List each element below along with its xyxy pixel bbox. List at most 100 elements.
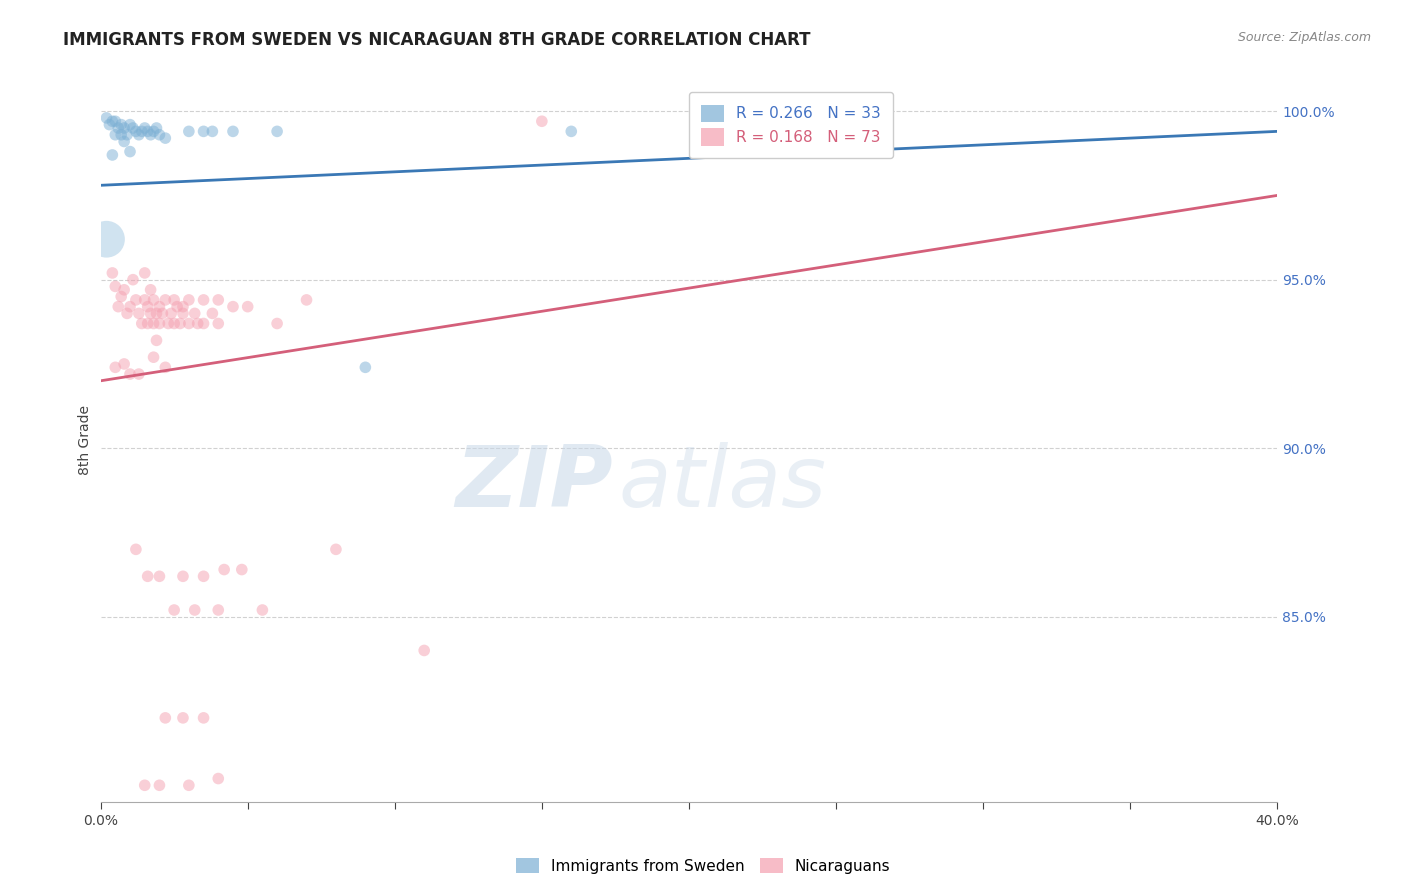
Point <box>98 118 121 132</box>
Point <box>187 317 209 331</box>
Point <box>107 300 129 314</box>
Text: ZIP: ZIP <box>454 442 613 524</box>
Point <box>236 300 259 314</box>
Point <box>101 114 124 128</box>
Point <box>163 293 186 307</box>
Text: Source: ZipAtlas.com: Source: ZipAtlas.com <box>1237 31 1371 45</box>
Point <box>136 124 159 138</box>
Point <box>201 306 224 320</box>
Point <box>128 367 150 381</box>
Point <box>155 711 177 725</box>
Legend: Immigrants from Sweden, Nicaraguans: Immigrants from Sweden, Nicaraguans <box>509 852 897 880</box>
Point <box>104 279 127 293</box>
Point <box>155 131 177 145</box>
Point <box>155 360 177 375</box>
Point <box>177 124 200 138</box>
Point <box>107 120 129 135</box>
Point <box>134 293 156 307</box>
Point <box>201 124 224 138</box>
Point <box>148 778 170 792</box>
Point <box>112 357 135 371</box>
Point <box>266 317 288 331</box>
Point <box>172 306 194 320</box>
Point <box>530 114 553 128</box>
Point <box>163 317 186 331</box>
Point <box>172 569 194 583</box>
Point <box>139 283 162 297</box>
Point <box>177 778 200 792</box>
Point <box>118 367 141 381</box>
Point <box>142 293 165 307</box>
Point <box>177 293 200 307</box>
Point <box>295 293 318 307</box>
Point <box>145 120 167 135</box>
Point <box>145 334 167 348</box>
Point <box>122 120 145 135</box>
Legend: R = 0.266   N = 33, R = 0.168   N = 73: R = 0.266 N = 33, R = 0.168 N = 73 <box>689 93 893 158</box>
Point <box>177 317 200 331</box>
Point <box>560 124 582 138</box>
Point <box>150 306 173 320</box>
Y-axis label: 8th Grade: 8th Grade <box>79 405 93 475</box>
Point <box>125 293 148 307</box>
Point <box>104 360 127 375</box>
Point <box>112 135 135 149</box>
Point <box>172 711 194 725</box>
Point <box>139 306 162 320</box>
Point <box>172 300 194 314</box>
Point <box>134 778 156 792</box>
Point <box>122 273 145 287</box>
Point <box>139 128 162 142</box>
Point <box>134 266 156 280</box>
Point <box>157 317 180 331</box>
Point <box>96 232 118 246</box>
Point <box>193 711 215 725</box>
Point <box>131 124 153 138</box>
Point <box>104 128 127 142</box>
Point <box>112 120 135 135</box>
Point <box>128 306 150 320</box>
Text: IMMIGRANTS FROM SWEDEN VS NICARAGUAN 8TH GRADE CORRELATION CHART: IMMIGRANTS FROM SWEDEN VS NICARAGUAN 8TH… <box>63 31 811 49</box>
Text: atlas: atlas <box>619 442 827 524</box>
Point <box>118 145 141 159</box>
Point <box>125 124 148 138</box>
Point <box>110 289 132 303</box>
Point <box>101 148 124 162</box>
Point <box>112 283 135 297</box>
Point <box>148 128 170 142</box>
Point <box>184 603 207 617</box>
Point <box>115 306 138 320</box>
Point <box>193 124 215 138</box>
Point <box>413 643 436 657</box>
Point <box>110 118 132 132</box>
Point <box>96 111 118 125</box>
Point <box>166 300 188 314</box>
Point <box>148 300 170 314</box>
Point <box>148 317 170 331</box>
Point <box>169 317 191 331</box>
Point <box>212 563 235 577</box>
Point <box>354 360 377 375</box>
Point <box>118 118 141 132</box>
Point <box>193 293 215 307</box>
Point <box>134 120 156 135</box>
Point <box>104 114 127 128</box>
Point <box>231 563 253 577</box>
Point <box>155 293 177 307</box>
Point <box>131 317 153 331</box>
Point <box>266 124 288 138</box>
Point <box>145 306 167 320</box>
Point <box>115 128 138 142</box>
Point <box>136 300 159 314</box>
Point <box>142 124 165 138</box>
Point <box>163 603 186 617</box>
Point <box>125 542 148 557</box>
Point <box>136 569 159 583</box>
Point <box>252 603 274 617</box>
Point <box>184 306 207 320</box>
Point <box>193 317 215 331</box>
Point <box>118 300 141 314</box>
Point <box>737 124 759 138</box>
Point <box>110 128 132 142</box>
Point <box>325 542 347 557</box>
